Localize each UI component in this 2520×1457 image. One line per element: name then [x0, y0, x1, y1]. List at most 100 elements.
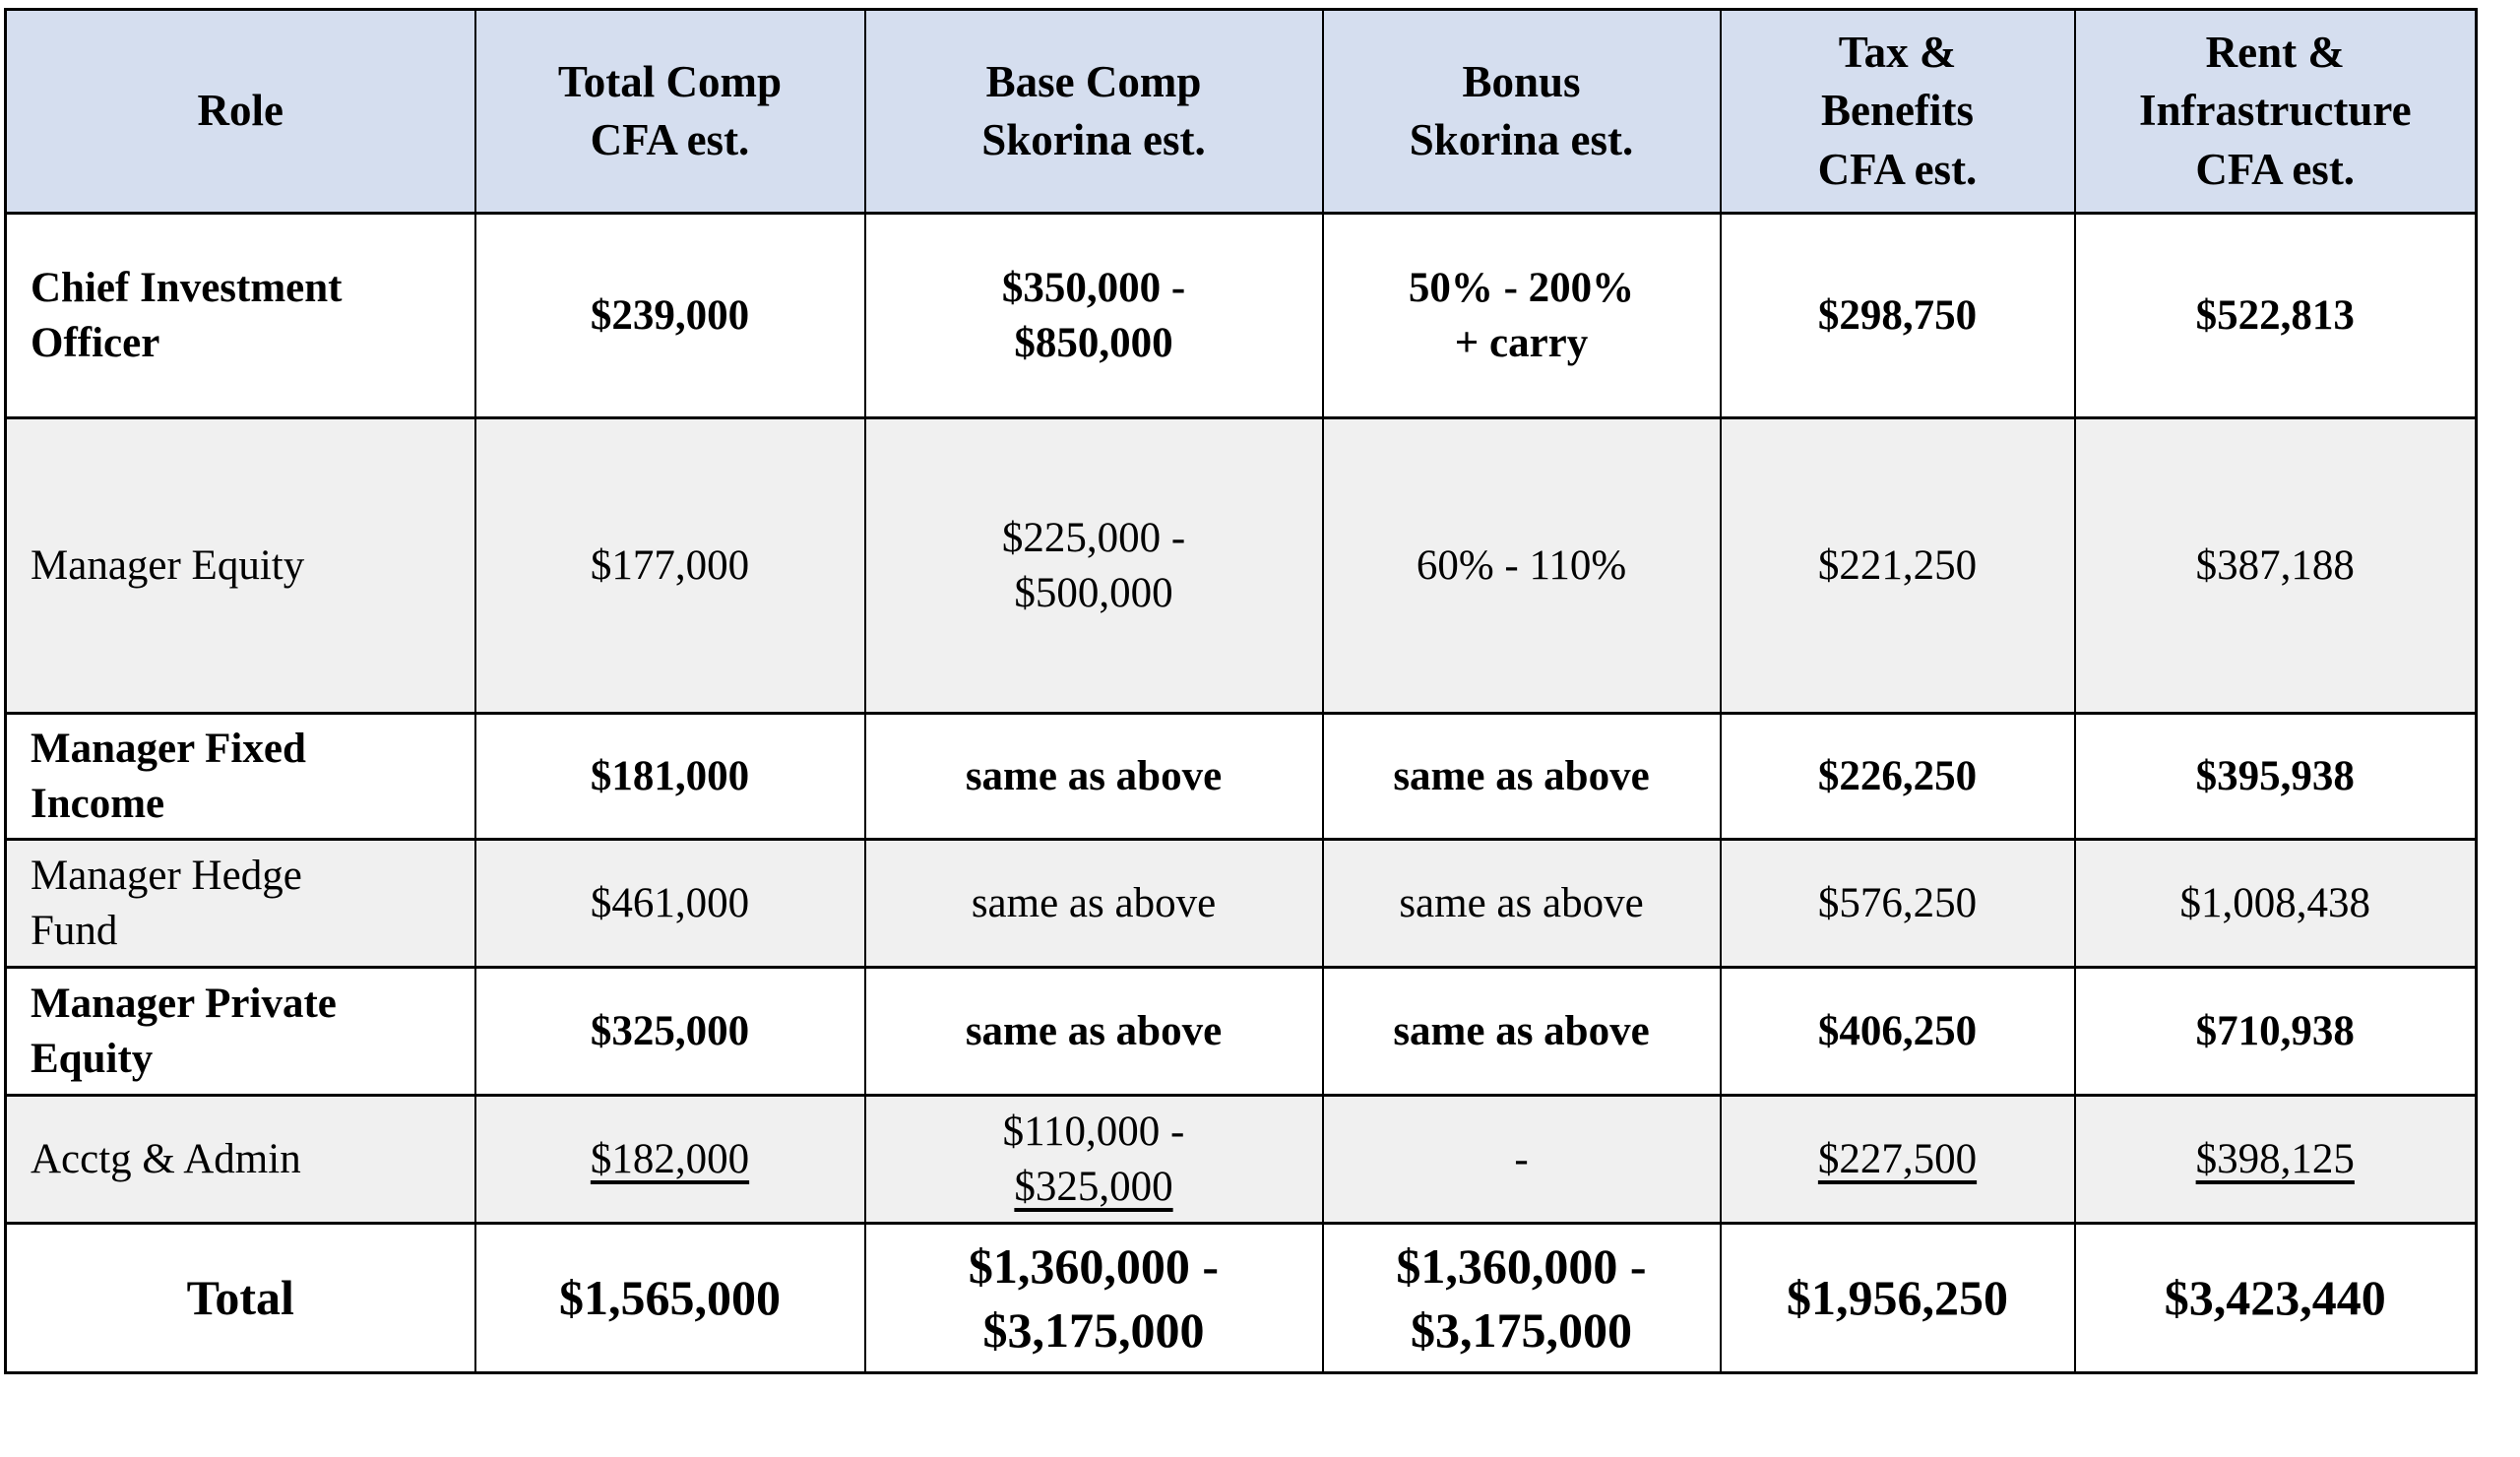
cell-text-line: $1,565,000 — [559, 1270, 781, 1325]
cell-text-line: $522,813 — [2195, 291, 2355, 339]
cell-text-line: Officer — [31, 319, 160, 366]
role-cell: Manager Private Equity — [4, 966, 476, 1097]
role-cell: Manager Fixed Income — [4, 712, 476, 841]
cell-text-line: $387,188 — [2195, 541, 2355, 589]
value-cell: $398,125 — [2073, 1094, 2478, 1225]
value-cell: $461,000 — [473, 838, 866, 969]
value-cell: $710,938 — [2073, 966, 2478, 1097]
cell-text-line: Manager Fixed — [31, 725, 306, 772]
value-cell: same as above — [863, 712, 1324, 841]
cell-text-line: Acctg & Admin — [31, 1135, 301, 1182]
cell-text-line: $182,000 — [590, 1135, 750, 1182]
cell-text-line: $406,250 — [1817, 1007, 1978, 1054]
cell-text-line: $3,423,440 — [2164, 1270, 2386, 1325]
role-cell: Manager Hedge Fund — [4, 838, 476, 969]
table-row-manager-equity: Manager Equity $177,000 $225,000 - $500,000… — [4, 416, 2478, 715]
cell-text-line: 50% - 200% — [1408, 264, 1635, 311]
cell-text-line: same as above — [1393, 752, 1650, 799]
cell-text-line: Benefits — [1821, 86, 1974, 136]
value-cell: $1,008,438 — [2073, 838, 2478, 969]
cell-text-line: + carry — [1454, 319, 1589, 366]
value-cell: $395,938 — [2073, 712, 2478, 841]
role-cell: Manager Equity — [4, 416, 476, 715]
value-cell: $576,250 — [1719, 838, 2076, 969]
value-cell: same as above — [863, 966, 1324, 1097]
value-cell: $226,250 — [1719, 712, 2076, 841]
value-cell: $177,000 — [473, 416, 866, 715]
cell-text-line: CFA est. — [590, 115, 750, 164]
cell-text-line: same as above — [1399, 879, 1644, 926]
value-cell: $350,000 - $850,000 — [863, 212, 1324, 419]
cell-text-line: Fund — [31, 907, 118, 954]
value-cell: 50% - 200% + carry — [1321, 212, 1722, 419]
table-row-manager-fixed-income: Manager Fixed Income $181,000 same as above… — [4, 712, 2478, 841]
value-cell: $1,956,250 — [1719, 1222, 2076, 1374]
table-row-acctg-admin: Acctg & Admin $182,000 $110,000 - $325,000 -… — [4, 1094, 2478, 1225]
value-cell: $522,813 — [2073, 212, 2478, 419]
table-row-manager-private-equity: Manager Private Equity $325,000 same as abo… — [4, 966, 2478, 1097]
cell-text-line: $398,125 — [2195, 1135, 2355, 1182]
cell-text-line: CFA est. — [1817, 144, 1978, 194]
table-row-manager-hedge-fund: Manager Hedge Fund $461,000 same as above sa… — [4, 838, 2478, 969]
cell-text-line: same as above — [971, 879, 1217, 926]
value-cell: $1,360,000 - $3,175,000 — [1321, 1222, 1722, 1374]
value-cell: $3,423,440 — [2073, 1222, 2478, 1374]
cell-text-line: - — [1514, 1135, 1529, 1182]
role-cell: Total — [4, 1222, 476, 1374]
cell-text-line: $110,000 - — [1002, 1108, 1185, 1155]
cell-text-line: same as above — [965, 1007, 1223, 1054]
cell-text-line: CFA est. — [2195, 144, 2356, 194]
value-cell: $406,250 — [1719, 966, 2076, 1097]
value-cell: $1,565,000 — [473, 1222, 866, 1374]
cell-text-line: Infrastructure — [2138, 86, 2412, 136]
value-cell: same as above — [1321, 838, 1722, 969]
cell-text-line: Rent & — [2205, 27, 2345, 77]
cell-text-line: Skorina est. — [981, 115, 1206, 164]
cell-text-line: Manager Hedge — [31, 852, 302, 899]
cell-text-line: Total Comp — [557, 56, 783, 106]
value-cell: $110,000 - $325,000 — [863, 1094, 1324, 1225]
cell-text-line: $3,175,000 — [982, 1301, 1205, 1358]
cell-text-line: Manager Private — [31, 980, 337, 1027]
cell-text-line: $461,000 — [590, 879, 750, 926]
role-cell: Acctg & Admin — [4, 1094, 476, 1225]
header-cell-rent: Rent & Infrastructure CFA est. — [2073, 8, 2478, 215]
cell-text-line: Tax & — [1838, 27, 1957, 77]
cell-text-line: $325,000 — [590, 1007, 750, 1054]
value-cell: - — [1321, 1094, 1722, 1225]
cell-text-line: Income — [31, 780, 165, 827]
cell-text-line: Manager Equity — [31, 541, 305, 589]
cell-text-line: $227,500 — [1817, 1135, 1978, 1182]
value-cell: $298,750 — [1719, 212, 2076, 419]
value-cell: $227,500 — [1719, 1094, 2076, 1225]
cell-text-line: $181,000 — [590, 752, 750, 799]
header-row: Role Total Comp CFA est. Base Comp Skorina e… — [4, 8, 2478, 215]
cell-text-line: same as above — [1393, 1007, 1650, 1054]
value-cell: $1,360,000 - $3,175,000 — [863, 1222, 1324, 1374]
cell-text-line: $576,250 — [1817, 879, 1978, 926]
cell-text-line: Equity — [31, 1035, 154, 1082]
cell-text-line: $298,750 — [1817, 291, 1978, 339]
value-cell: $325,000 — [473, 966, 866, 1097]
value-cell: $181,000 — [473, 712, 866, 841]
value-cell: 60% - 110% — [1321, 416, 1722, 715]
value-cell: $225,000 - $500,000 — [863, 416, 1324, 715]
cell-text-line: Bonus — [1462, 56, 1581, 106]
role-cell: Chief Investment Officer — [4, 212, 476, 419]
cell-text-line: $395,938 — [2195, 752, 2355, 799]
cell-text-line: $325,000 — [1014, 1163, 1173, 1210]
value-cell: $239,000 — [473, 212, 866, 419]
compensation-table: Role Total Comp CFA est. Base Comp Skorina e… — [4, 8, 2478, 1374]
cell-text-line: $225,000 - — [1001, 514, 1186, 561]
cell-text-line: $1,956,250 — [1787, 1270, 2008, 1325]
table-row-total: Total $1,565,000 $1,360,000 - $3,175,000 $1,… — [4, 1222, 2478, 1374]
page: Role Total Comp CFA est. Base Comp Skorina e… — [0, 8, 2520, 1457]
cell-text-line: Chief Investment — [31, 264, 343, 311]
header-cell-total-comp: Total Comp CFA est. — [473, 8, 866, 215]
value-cell: same as above — [1321, 966, 1722, 1097]
header-cell-bonus: Bonus Skorina est. — [1321, 8, 1722, 215]
cell-text-line: Total — [186, 1270, 294, 1325]
cell-text-line: $221,250 — [1817, 541, 1978, 589]
cell-text-line: $850,000 — [1014, 319, 1173, 366]
value-cell: $221,250 — [1719, 416, 2076, 715]
